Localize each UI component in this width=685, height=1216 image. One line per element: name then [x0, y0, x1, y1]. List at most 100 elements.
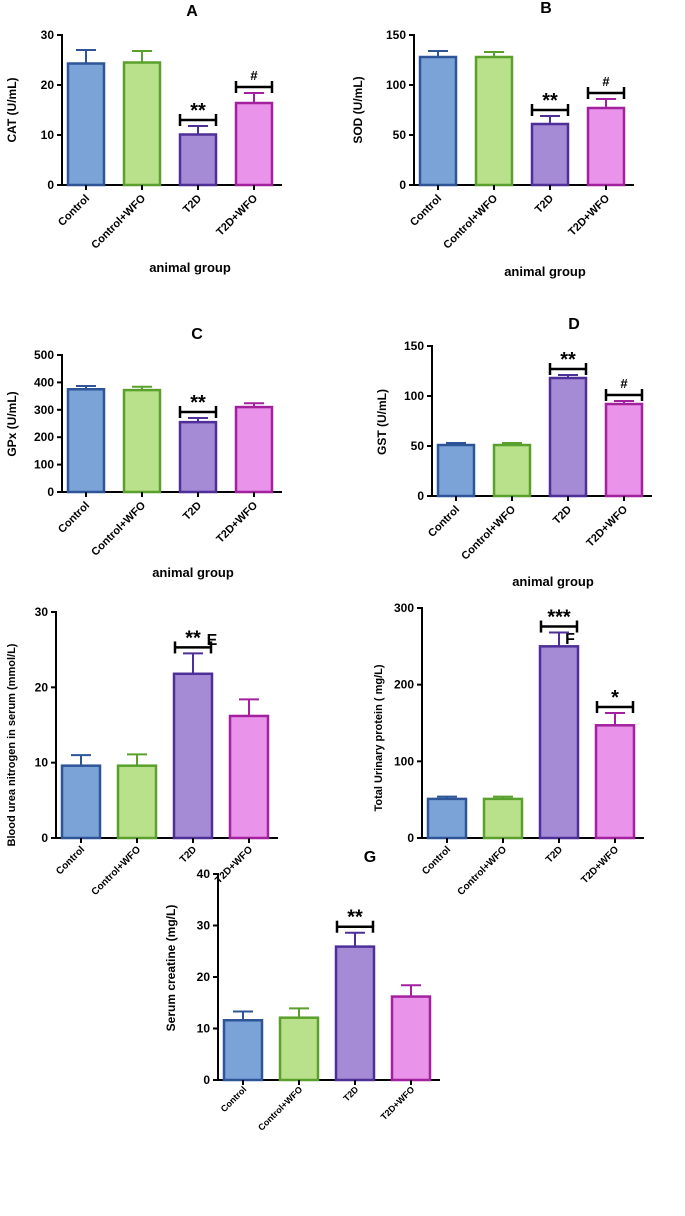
bar-t2d — [530, 122, 570, 187]
y-tick-label: 30 — [35, 605, 49, 619]
bar-control — [60, 764, 102, 840]
y-tick-label: 40 — [197, 867, 211, 881]
y-tick-label: 10 — [197, 1022, 211, 1036]
significance-marker: # — [234, 68, 274, 93]
bar-t2d — [334, 945, 376, 1082]
x-axis-label: animal group — [152, 565, 234, 580]
category-label: T2D+WFO — [566, 192, 612, 238]
y-axis-label: GST (U/mL) — [375, 389, 389, 455]
bar-control — [222, 1019, 264, 1082]
x-axis-label: animal group — [149, 260, 231, 275]
significance-marker: # — [604, 376, 644, 401]
y-tick-label: 400 — [34, 375, 54, 389]
bar-t2d-wfo — [228, 714, 270, 840]
significance-marker: ** — [178, 100, 218, 126]
category-label: Control+WFO — [459, 503, 518, 562]
panel-e: E Blood urea nitrogen in serum (mmol/L) 0 1… — [6, 605, 278, 898]
x-axis-label: animal group — [512, 574, 594, 589]
bar-control — [66, 388, 106, 494]
bar-t2d-wfo — [234, 101, 274, 187]
y-tick-label: 0 — [47, 485, 54, 499]
panel-title: B — [540, 0, 552, 17]
y-axis-label: Blood urea nitrogen in serum (mmol/L) — [6, 643, 18, 846]
bar-control-wfo — [492, 443, 532, 498]
y-tick-label: 150 — [386, 28, 406, 42]
y-tick-label: 30 — [197, 919, 211, 933]
panel-c: C GPx (U/mL) animal group 0 100 200 300 400 500 C… — [5, 326, 282, 580]
x-axis-label: animal group — [504, 264, 586, 279]
significance-label: ** — [542, 90, 558, 112]
category-label: T2D — [533, 193, 556, 216]
significance-marker: *** — [539, 607, 579, 633]
significance-label: # — [602, 74, 610, 89]
panel-title: E — [207, 632, 218, 649]
panel-a: A CAT (U/mL) animal group 0 10 20 30 ControlCon… — [5, 3, 282, 275]
y-tick-label: 10 — [35, 756, 49, 770]
category-label: Control+WFO — [256, 1084, 304, 1132]
bar-control-wfo — [122, 388, 162, 494]
category-label: T2D — [551, 504, 574, 527]
bar-control-wfo — [122, 61, 162, 187]
category-label: T2D — [341, 1084, 360, 1103]
significance-marker: ** — [548, 349, 588, 375]
bar-t2d — [172, 672, 214, 840]
significance-marker: ** — [178, 392, 218, 419]
category-label: Control — [219, 1084, 249, 1114]
bar-control-wfo — [278, 1016, 320, 1082]
bar-t2d-wfo — [594, 724, 636, 840]
y-tick-label: 20 — [35, 680, 49, 694]
category-label: T2D+WFO — [379, 1084, 417, 1122]
panel-title: G — [364, 849, 376, 866]
bar-t2d — [538, 645, 580, 840]
significance-label: ** — [190, 100, 206, 122]
category-label: Control — [420, 844, 453, 877]
y-axis-label: Serum creatine (mg/L) — [164, 905, 178, 1032]
y-tick-label: 150 — [404, 339, 424, 353]
panel-title: A — [186, 3, 198, 20]
bar-t2d-wfo — [390, 995, 432, 1082]
significance-label: # — [250, 68, 258, 83]
significance-marker: * — [595, 687, 635, 714]
bar-t2d — [178, 133, 218, 187]
significance-label: * — [611, 687, 619, 709]
y-tick-label: 20 — [41, 78, 55, 92]
y-tick-label: 300 — [34, 403, 54, 417]
panel-title: F — [565, 631, 575, 648]
significance-label: ** — [347, 907, 363, 929]
y-tick-label: 500 — [34, 348, 54, 362]
panel-g: G Serum creatine (mg/L) 0 10 20 30 40 Control Co… — [164, 849, 440, 1133]
category-label: T2D+WFO — [584, 503, 630, 549]
y-tick-label: 200 — [34, 430, 54, 444]
y-tick-label: 0 — [407, 831, 414, 845]
category-label: T2D+WFO — [214, 499, 260, 545]
y-axis-label: GPx (U/mL) — [5, 391, 19, 456]
y-tick-label: 50 — [393, 128, 407, 142]
significance-label: ** — [185, 627, 201, 649]
y-tick-label: 0 — [399, 178, 406, 192]
y-tick-label: 100 — [394, 754, 414, 768]
category-label: T2D — [178, 844, 199, 865]
bar-control-wfo — [474, 55, 514, 187]
y-tick-label: 100 — [404, 389, 424, 403]
category-label: T2D — [181, 500, 204, 523]
y-tick-label: 200 — [394, 678, 414, 692]
y-tick-label: 100 — [386, 78, 406, 92]
panel-b: B SOD (U/mL) animal group 0 50 100 150 ControlC… — [351, 0, 634, 279]
panel-f: F Total Urinary protein ( mg/L) 0 100 200 300… — [373, 601, 644, 898]
category-label: Control — [54, 844, 87, 877]
significance-label: # — [620, 376, 628, 391]
category-label: Control — [408, 193, 444, 229]
y-axis-label: CAT (U/mL) — [5, 77, 19, 142]
category-label: Control+WFO — [90, 844, 144, 898]
bar-t2d-wfo — [586, 106, 626, 187]
category-label: Control+WFO — [456, 844, 510, 898]
y-tick-label: 30 — [41, 28, 55, 42]
y-axis-label: Total Urinary protein ( mg/L) — [373, 664, 385, 811]
bar-control — [66, 62, 106, 187]
y-axis-label: SOD (U/mL) — [351, 76, 365, 143]
bar-t2d-wfo — [234, 405, 274, 494]
significance-marker: # — [586, 74, 626, 99]
y-tick-label: 0 — [203, 1073, 210, 1087]
category-label: T2D+WFO — [213, 844, 255, 886]
